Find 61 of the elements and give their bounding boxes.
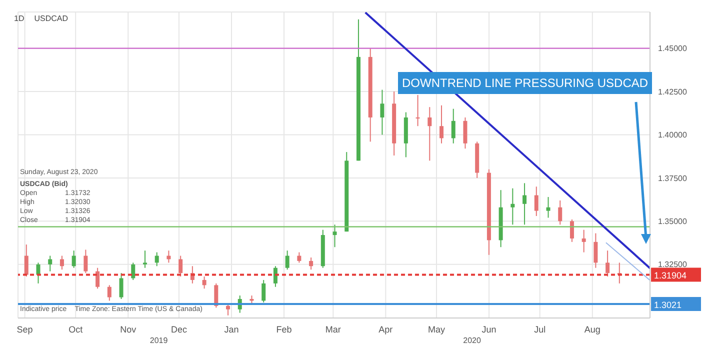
y-tick-label: 1.45000 [658,44,688,54]
y-tick-label: 1.42500 [658,87,688,96]
x-tick-label: Jul [534,324,546,334]
candlestick [72,250,76,268]
candlestick [154,252,159,267]
y-tick-label: 1.35000 [658,217,688,226]
candlestick [510,188,515,226]
x-tick-label: Oct [68,324,84,334]
candlestick [440,104,444,144]
ref-line-label: 1.31904 [654,270,687,281]
candlestick [48,255,52,272]
text: 2020 [463,336,481,345]
x-tick-label: May [428,324,446,334]
candlestick [107,284,112,302]
y-tick-label: 1.40000 [658,130,688,140]
candlestick [546,196,550,218]
candlestick [262,279,266,303]
candlestick [142,250,147,268]
candlestick [178,255,183,278]
candlestick [534,186,538,216]
candlestick [119,272,124,300]
x-tick-label: Mar [325,324,341,334]
x-tick-label: Sep [16,324,33,334]
x-tick-label: Jun [482,324,496,334]
candlestick [606,250,610,278]
chart-title: USDCAD [34,14,68,23]
x-tick-label: Jan [224,324,239,334]
candlestick [84,249,88,274]
candlestick [416,94,420,127]
text: 2019 [150,336,168,345]
candlestick [214,282,218,308]
candlestick [60,255,64,270]
candlestick [558,200,562,226]
candlestick [36,262,40,284]
candlestick [380,89,384,136]
chart-subtitle: 1D [14,14,24,23]
candlestick [309,256,314,270]
candlestick [297,252,302,264]
candlestick [570,218,574,242]
candlestick [24,244,28,278]
candlestick [332,224,337,248]
candlestick [582,229,586,253]
candlestick [226,304,230,316]
y-tick-label: 1.37500 [658,174,688,183]
candlestick [285,250,290,270]
x-tick-label: Aug [584,324,600,334]
x-tick-label: Feb [276,324,292,334]
ref-line-label: 1.3021 [654,300,682,310]
candlestick [594,232,598,268]
candlestick [96,267,100,290]
x-tick-label: Nov [120,324,137,334]
candlestick [131,262,136,280]
annotation: DOWNTREND LINE PRESSURING USDCAD [398,72,652,94]
candlestick [428,106,432,162]
y-tick-label: 1.32500 [658,260,688,270]
x-tick-label: Apr [378,324,393,334]
candlestick [451,108,456,144]
candlestick [522,182,527,226]
x-tick-label: Dec [170,324,188,334]
candlestick [463,116,468,150]
candlestick [202,276,206,290]
